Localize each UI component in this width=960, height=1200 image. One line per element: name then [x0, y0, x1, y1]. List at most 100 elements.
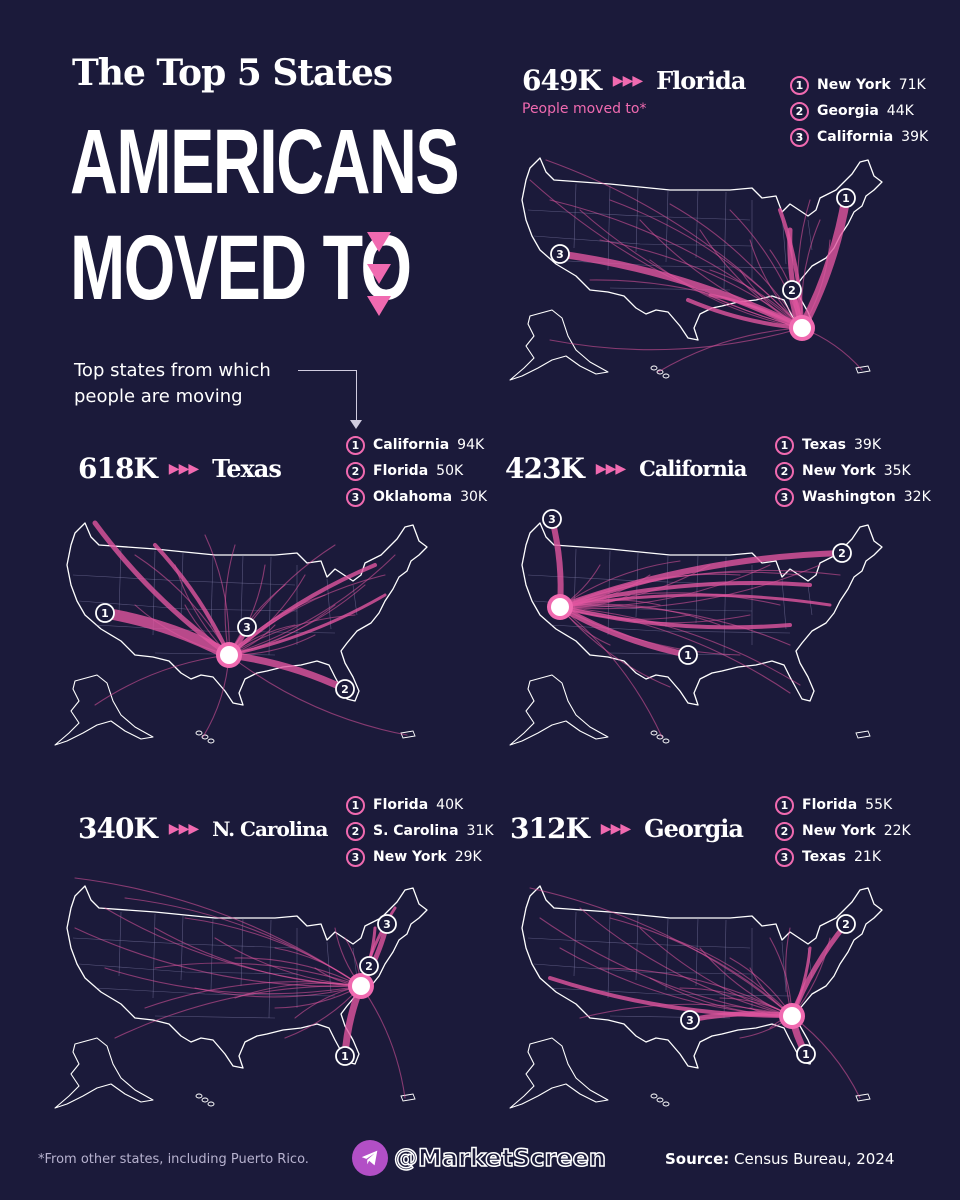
- map-rank-label: 3: [243, 621, 251, 634]
- list-item: 3 California 39K: [790, 124, 928, 150]
- flow-line: [657, 327, 803, 373]
- source-list: 1 Texas 39K 2 New York 35K 3 Washington 32K: [775, 432, 931, 510]
- us-outline: [521, 522, 883, 706]
- list-item: 2 Georgia 44K: [790, 98, 928, 124]
- us-outline: [66, 522, 428, 706]
- map-rank-label: 1: [101, 607, 109, 620]
- flow-line: [360, 985, 406, 1099]
- map-rank-badge: 1: [836, 188, 856, 208]
- source-list: 1 Florida 40K 2 S. Carolina 31K 3 New York 29K: [346, 792, 494, 870]
- footnote: *From other states, including Puerto Ric…: [38, 1152, 309, 1167]
- rank-badge: 1: [775, 435, 794, 455]
- source-state: New York: [373, 849, 447, 865]
- list-item: 1 Florida 55K: [775, 792, 911, 818]
- flow-line: [224, 544, 236, 656]
- rank-badge: 1: [346, 795, 365, 815]
- map-rank-badge: 2: [335, 679, 355, 699]
- list-item: 3 Texas 21K: [775, 844, 911, 870]
- source-list: 1 Florida 55K 2 New York 22K 3 Texas 21K: [775, 792, 911, 870]
- flow-line-major: [225, 651, 349, 693]
- destination-state: Florida: [656, 66, 746, 95]
- map-rank-badge: 1: [796, 1044, 816, 1064]
- flow-line: [549, 327, 803, 351]
- headline: 423K ▶▶▶ California: [505, 452, 747, 485]
- state-border: [78, 963, 298, 975]
- flow-line: [669, 203, 803, 329]
- flow-line: [204, 534, 230, 656]
- flow-line: [234, 957, 362, 987]
- rank-badge: 2: [790, 101, 809, 121]
- map-rank-label: 3: [556, 248, 564, 261]
- source-state: California: [373, 437, 450, 453]
- people-moved-note: People moved to*: [522, 101, 647, 117]
- map-rank-label: 2: [842, 918, 850, 931]
- guide-line: [298, 370, 357, 425]
- flow-line-major: [557, 550, 845, 610]
- telegram-icon: [352, 1140, 388, 1176]
- state-border: [723, 191, 727, 291]
- flow-line-major: [92, 520, 232, 658]
- source-value: 31K: [466, 823, 494, 839]
- flow-line-major: [227, 593, 387, 657]
- puerto-rico-outline: [855, 730, 871, 739]
- flow-line: [559, 560, 681, 608]
- rank-badge: 3: [346, 847, 365, 867]
- source-state: S. Carolina: [373, 823, 459, 839]
- source-state: Florida: [373, 463, 429, 479]
- map-rank-label: 2: [838, 547, 846, 560]
- source-value: 40K: [436, 797, 464, 813]
- flow-line: [529, 887, 793, 1017]
- hawaii-outline: [195, 1093, 215, 1107]
- state-border: [723, 919, 727, 1019]
- flow-line: [228, 554, 396, 656]
- map-rank-label: 3: [383, 918, 391, 931]
- list-item: 1 California 94K: [346, 432, 487, 458]
- map-rank-badge: 1: [678, 645, 698, 665]
- list-item: 1 Texas 39K: [775, 432, 931, 458]
- list-item: 2 Florida 50K: [346, 458, 487, 484]
- state-border: [607, 913, 611, 999]
- state-border: [573, 183, 577, 249]
- state-border: [527, 937, 751, 949]
- hawaii-outline: [195, 730, 215, 744]
- flow-line: [154, 927, 362, 987]
- state-border: [665, 917, 669, 991]
- destination-marker: [779, 1003, 805, 1029]
- state-border: [210, 554, 214, 628]
- arrows-icon: ▶▶▶: [168, 460, 199, 477]
- flow-line-major: [558, 593, 832, 609]
- source-list: 1 California 94K 2 Florida 50K 3 Oklahoma 30K: [346, 432, 487, 510]
- flow-line: [559, 564, 771, 608]
- state-border: [635, 187, 639, 253]
- down-triangles-icon: [367, 232, 391, 316]
- migration-flows: [74, 877, 406, 1099]
- rank-badge: 2: [775, 461, 794, 481]
- alaska-outline: [509, 309, 609, 381]
- rank-badge: 3: [346, 487, 365, 507]
- flow-line: [539, 917, 793, 1017]
- destination-state: California: [639, 456, 747, 481]
- source-value: 35K: [883, 463, 911, 479]
- state-border: [549, 259, 791, 269]
- source-value: 71K: [898, 77, 926, 93]
- list-item: 1 New York 71K: [790, 72, 928, 98]
- source-value: 30K: [460, 489, 488, 505]
- alaska-outline: [509, 1037, 609, 1109]
- source-state: Texas: [802, 849, 846, 865]
- moved-count: 618K: [78, 452, 158, 485]
- flow-line-major: [153, 543, 231, 657]
- source-state: Washington: [802, 489, 896, 505]
- state-border: [695, 189, 699, 259]
- flow-line: [559, 606, 663, 738]
- state-border: [152, 913, 156, 999]
- rank-badge: 2: [346, 821, 365, 841]
- flow-line: [559, 606, 801, 686]
- flow-line: [228, 614, 356, 656]
- state-border: [549, 624, 791, 634]
- source-value: 94K: [457, 437, 485, 453]
- source-value: 50K: [436, 463, 464, 479]
- source-value: 44K: [886, 103, 914, 119]
- headline: 618K ▶▶▶ Texas: [78, 452, 282, 485]
- state-border: [180, 915, 184, 981]
- rank-badge: 2: [346, 461, 365, 481]
